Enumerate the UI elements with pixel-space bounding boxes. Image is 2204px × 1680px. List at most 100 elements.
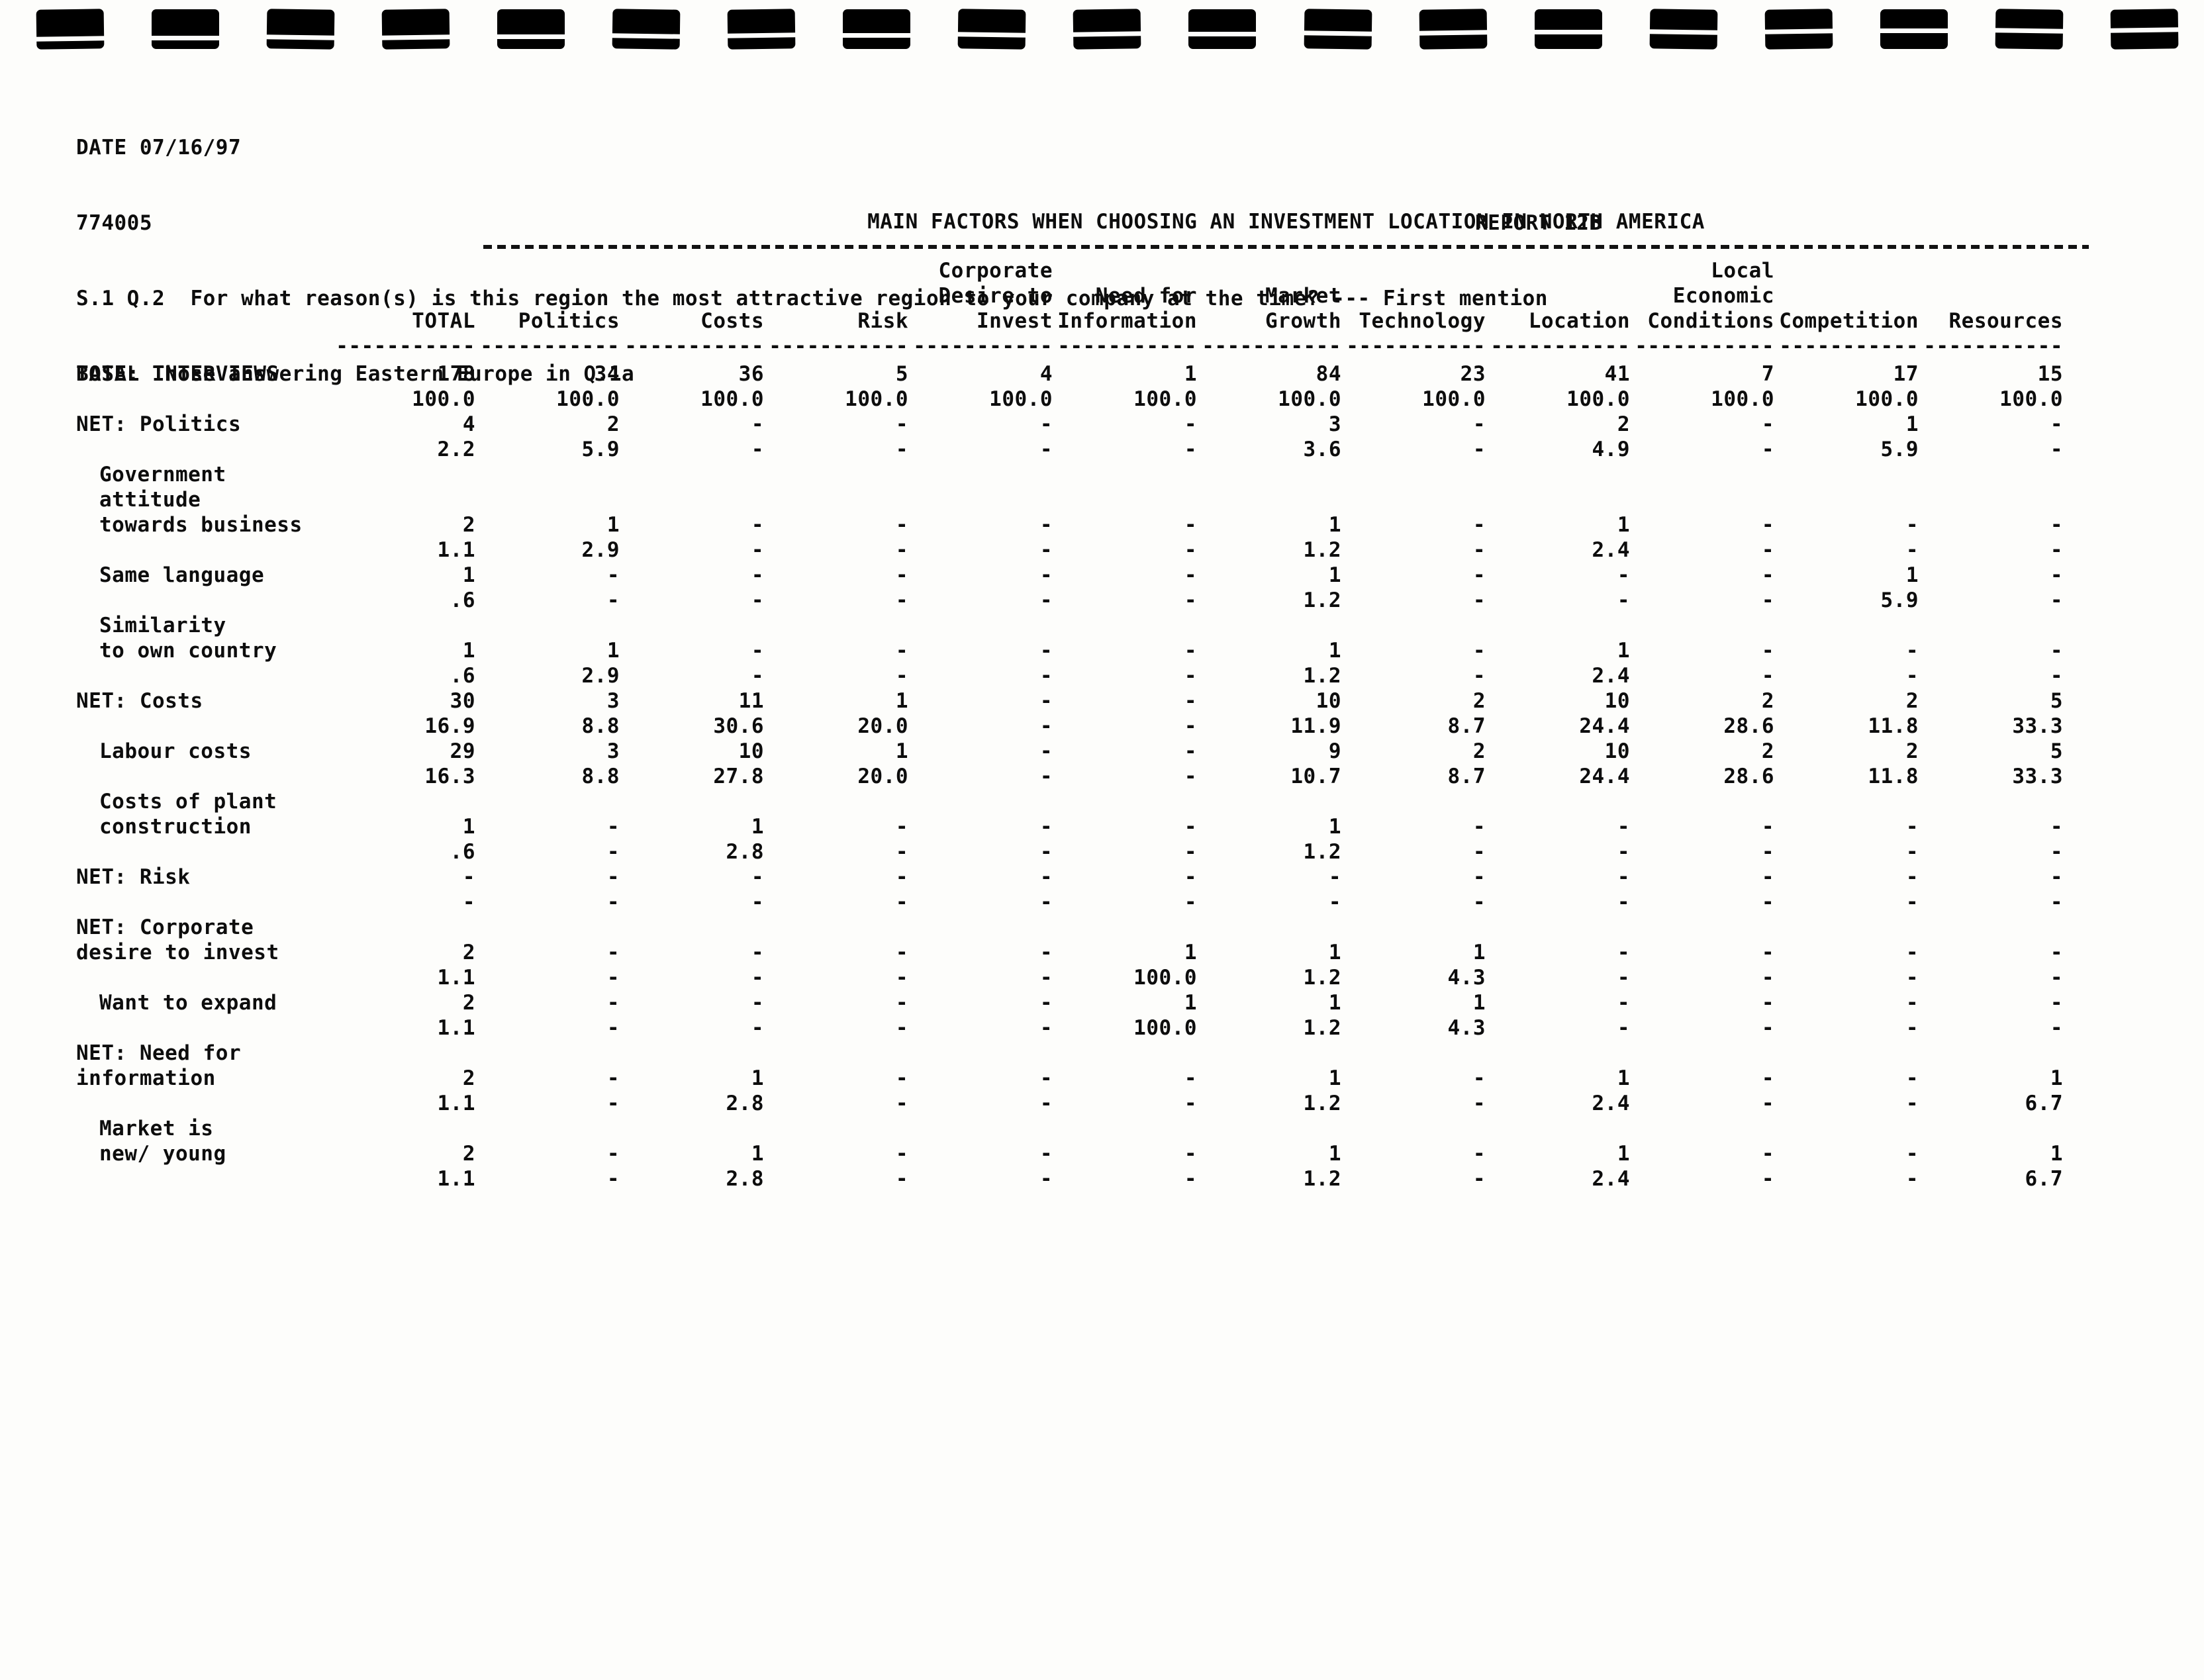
- value-cell: 2 5.9: [475, 412, 620, 462]
- percent-value: 2.4: [1592, 664, 1630, 688]
- count-value: -: [2050, 513, 2063, 537]
- count-value: -: [1761, 991, 1774, 1015]
- value-cell: --: [1341, 864, 1486, 915]
- value-cell: --: [1630, 412, 1774, 462]
- value-cell: 30 16.9: [331, 688, 475, 739]
- row-label-blank: [76, 1166, 331, 1191]
- count-value: 1: [1472, 991, 1486, 1015]
- value-cell: --: [1486, 915, 1630, 990]
- percent-value: -: [1328, 890, 1341, 914]
- value-cell: --: [1341, 563, 1486, 613]
- row-label-cell: Market is new/ young: [76, 1116, 331, 1191]
- percent-value: 8.7: [1447, 765, 1486, 788]
- count-value: 1: [2050, 1142, 2063, 1166]
- count-value: -: [1761, 941, 1774, 964]
- percent-value: 11.9: [1290, 714, 1341, 738]
- column-header: Need for Information -----------: [1053, 258, 1197, 359]
- percent-value: 24.4: [1579, 765, 1630, 788]
- count-value: 1: [1617, 639, 1630, 663]
- row-label-cell: NET: Corporate desire to invest: [76, 915, 331, 990]
- binding-mark-stripe: [841, 32, 913, 38]
- value-cell: 1.6: [331, 563, 475, 613]
- count-value: 5: [895, 362, 908, 386]
- count-value: 1: [606, 639, 620, 663]
- row-label-cell: NET: Costs: [76, 688, 331, 739]
- value-cell: 1 6.7: [1919, 1116, 2063, 1191]
- percent-value: -: [1472, 438, 1486, 461]
- count-value: 3: [1328, 412, 1341, 436]
- percent-value: -: [1617, 840, 1630, 864]
- count-value: 1: [462, 639, 475, 663]
- count-value: -: [2050, 639, 2063, 663]
- value-cell: --: [620, 462, 764, 563]
- count-value: -: [606, 815, 620, 839]
- table-row: Government attitude towards business 2 1.1 1 2…: [76, 462, 2063, 563]
- count-value: -: [606, 563, 620, 587]
- binding-mark: [1647, 9, 1719, 50]
- value-cell: --: [1341, 613, 1486, 688]
- count-value: -: [1039, 513, 1053, 537]
- count-value: 1: [1184, 941, 1197, 964]
- table-title: MAIN FACTORS WHEN CHOOSING AN INVESTMENT…: [867, 210, 1705, 234]
- binding-mark-stripe: [1762, 28, 1835, 34]
- percent-value: -: [1905, 664, 1919, 688]
- row-label-line: Same language: [99, 563, 265, 587]
- binding-mark: [150, 9, 222, 49]
- value-cell: 1.6: [331, 789, 475, 864]
- count-value: 1: [751, 1142, 764, 1166]
- value-cell: --: [1341, 462, 1486, 563]
- count-value: -: [1905, 1142, 1919, 1166]
- row-label-blank: [76, 1091, 331, 1116]
- value-cell: 41 100.0: [1486, 359, 1630, 412]
- count-value: -: [1472, 412, 1486, 436]
- row-label-blank: [76, 890, 331, 915]
- row-label-cell: NET: Need for information: [76, 1041, 331, 1116]
- value-cell: 1 5.9: [1774, 563, 1919, 613]
- percent-value: -: [1617, 966, 1630, 990]
- value-cell: 2 28.6: [1630, 688, 1774, 739]
- date-line: DATE 07/16/97: [76, 136, 242, 160]
- value-cell: 10 27.8: [620, 739, 764, 789]
- value-cell: --: [1197, 864, 1341, 915]
- table-row: NET: Need for information 2 1.1- -1 2.8- - - - - -…: [76, 1041, 2063, 1116]
- value-cell: 2 11.8: [1774, 688, 1919, 739]
- count-value: 1: [1328, 513, 1341, 537]
- value-cell: --: [1486, 789, 1630, 864]
- value-cell: --: [1774, 789, 1919, 864]
- percent-value: -: [1761, 1167, 1774, 1191]
- column-rule: -----------: [624, 334, 764, 358]
- count-value: 2: [462, 1066, 475, 1090]
- count-value: -: [1039, 412, 1053, 436]
- row-label-cell: Same language: [76, 563, 331, 613]
- binding-mark-stripe: [1993, 27, 2065, 34]
- column-header: Competition -----------: [1774, 258, 1919, 359]
- percent-value: 5.9: [1880, 438, 1919, 461]
- percent-value: 1.1: [437, 1092, 475, 1115]
- percent-value: -: [751, 588, 764, 612]
- value-cell: --: [475, 864, 620, 915]
- binding-mark-stripe: [1532, 30, 1604, 35]
- value-cell: --: [1774, 1116, 1919, 1191]
- count-value: -: [895, 865, 908, 889]
- base-line: BASE: Those answering Eastern Europe in …: [76, 362, 635, 386]
- value-cell: --: [1486, 864, 1630, 915]
- count-value: -: [1905, 815, 1919, 839]
- percent-value: 28.6: [1723, 765, 1774, 788]
- table-banner: MAIN FACTORS WHEN CHOOSING AN INVESTMENT…: [76, 209, 2102, 252]
- percent-value: 20.0: [857, 765, 908, 788]
- column-label-line: Economic: [1672, 284, 1774, 308]
- percent-value: 6.7: [2025, 1167, 2063, 1191]
- row-label-line: attitude: [99, 488, 201, 512]
- count-value: 2: [1472, 739, 1486, 763]
- value-cell: 10 11.9: [1197, 688, 1341, 739]
- value-cell: --: [1053, 1116, 1197, 1191]
- count-value: 5: [2050, 739, 2063, 763]
- table-row: NET: Politics 4 2.2 2 5.9- - - - - - - -3 3.6- -2 4.9-…: [76, 412, 2063, 462]
- value-cell: --: [908, 864, 1053, 915]
- percent-value: 2.4: [1592, 538, 1630, 562]
- binding-mark: [1186, 9, 1259, 49]
- row-label-blank: [76, 663, 331, 688]
- percent-value: -: [1617, 890, 1630, 914]
- value-cell: --: [1774, 915, 1919, 990]
- column-label-line: Location: [1528, 309, 1630, 333]
